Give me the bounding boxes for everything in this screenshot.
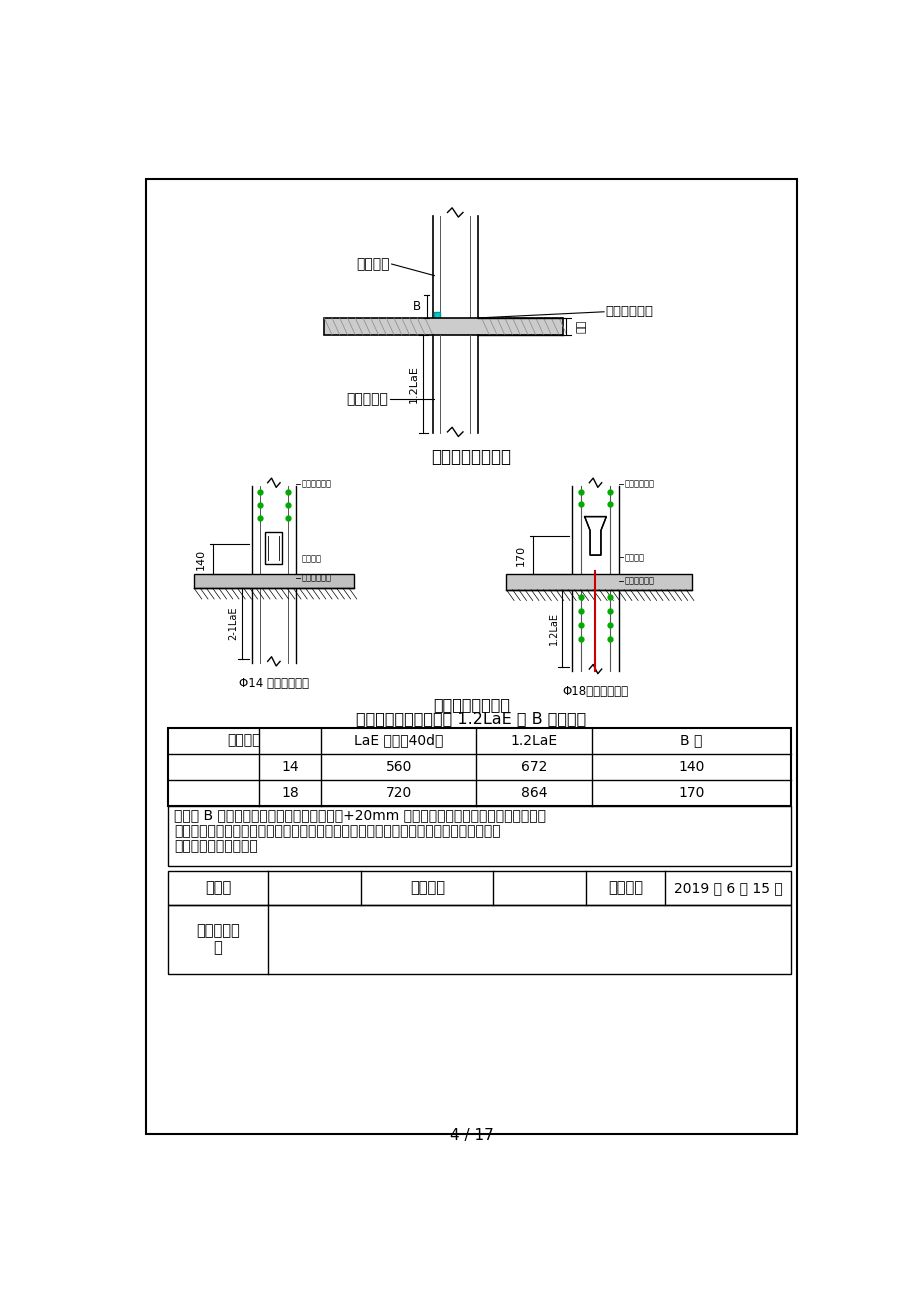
Text: 1.2LaE: 1.2LaE bbox=[510, 733, 557, 747]
Text: 1.2LaE: 1.2LaE bbox=[409, 366, 419, 404]
Text: 筒的长度具体见下表：: 筒的长度具体见下表： bbox=[174, 840, 257, 853]
Text: 上层冷弯钢筋: 上层冷弯钢筋 bbox=[301, 479, 332, 488]
Text: 交底人数: 交底人数 bbox=[409, 880, 445, 896]
Text: 楼板定位标高: 楼板定位标高 bbox=[301, 574, 332, 583]
Text: 交底时间: 交底时间 bbox=[607, 880, 642, 896]
Text: 接受交底人
员: 接受交底人 员 bbox=[196, 923, 240, 956]
Text: 楼板定位标高: 楼板定位标高 bbox=[624, 575, 654, 585]
Text: 2019 年 6 月 15 日: 2019 年 6 月 15 日 bbox=[673, 880, 781, 894]
Bar bbox=[167, 871, 790, 905]
Text: LaE 长度（40d）: LaE 长度（40d） bbox=[354, 733, 443, 747]
Text: 170: 170 bbox=[516, 544, 525, 565]
Text: 拉通线按照不同直径钢筋插入套筒内的长度对多余的钢筋用砂轮锯进行切割。插入钢筋套: 拉通线按照不同直径钢筋插入套筒内的长度对多余的钢筋用砂轮锯进行切割。插入钢筋套 bbox=[174, 824, 500, 837]
Text: 转换层墙封头钢筋: 转换层墙封头钢筋 bbox=[433, 697, 509, 712]
Text: 板厚: 板厚 bbox=[576, 320, 586, 333]
Bar bbox=[167, 728, 790, 806]
Text: B 值: B 值 bbox=[680, 733, 702, 747]
Text: 交底人: 交底人 bbox=[205, 880, 231, 896]
Text: 170: 170 bbox=[677, 786, 704, 799]
Text: 560: 560 bbox=[385, 760, 412, 773]
Text: 720: 720 bbox=[385, 786, 412, 799]
Text: 转换层墙封头钢筋: 转换层墙封头钢筋 bbox=[431, 448, 511, 466]
Bar bbox=[434, 311, 440, 322]
Text: 18: 18 bbox=[281, 786, 299, 799]
Text: 钢筋规格: 钢筋规格 bbox=[227, 733, 261, 747]
Polygon shape bbox=[584, 517, 606, 555]
Text: 钢筋抗震基本锚固长度 1.2LaE 及 B 值统计表: 钢筋抗震基本锚固长度 1.2LaE 及 B 值统计表 bbox=[356, 711, 586, 725]
Text: 140: 140 bbox=[196, 548, 206, 569]
Text: 2-1LaE: 2-1LaE bbox=[228, 607, 238, 641]
Text: 864: 864 bbox=[520, 786, 547, 799]
Text: Φ14 钢筋插筋大样: Φ14 钢筋插筋大样 bbox=[239, 677, 309, 690]
Text: 672: 672 bbox=[520, 760, 547, 773]
Text: 上层主筋钢筋: 上层主筋钢筋 bbox=[624, 479, 654, 488]
Bar bbox=[505, 574, 692, 590]
Text: 4 / 17: 4 / 17 bbox=[449, 1128, 493, 1143]
Bar bbox=[194, 574, 353, 589]
Bar bbox=[167, 905, 790, 974]
Bar bbox=[167, 806, 790, 866]
Text: Φ18钢筋插筋大样: Φ18钢筋插筋大样 bbox=[562, 685, 628, 698]
Text: 楼层板顶标高: 楼层板顶标高 bbox=[605, 305, 652, 318]
Text: 14: 14 bbox=[281, 760, 299, 773]
Text: 上图中 B 值为各种钢筋插入到套筒里的长度+20mm 取整，浇筑完转换层顶板混凝土之后，: 上图中 B 值为各种钢筋插入到套筒里的长度+20mm 取整，浇筑完转换层顶板混凝… bbox=[174, 809, 545, 823]
Text: 140: 140 bbox=[677, 760, 704, 773]
Text: 灌浆孔道: 灌浆孔道 bbox=[301, 555, 322, 564]
Text: 灌浆套筒: 灌浆套筒 bbox=[624, 553, 644, 562]
Text: 预制墙体: 预制墙体 bbox=[357, 256, 390, 271]
Bar bbox=[265, 533, 282, 564]
Text: 转换层墙体: 转换层墙体 bbox=[346, 392, 388, 406]
Bar bbox=[323, 318, 562, 335]
Text: B: B bbox=[413, 299, 421, 312]
Text: 1.2LaE: 1.2LaE bbox=[548, 612, 558, 644]
